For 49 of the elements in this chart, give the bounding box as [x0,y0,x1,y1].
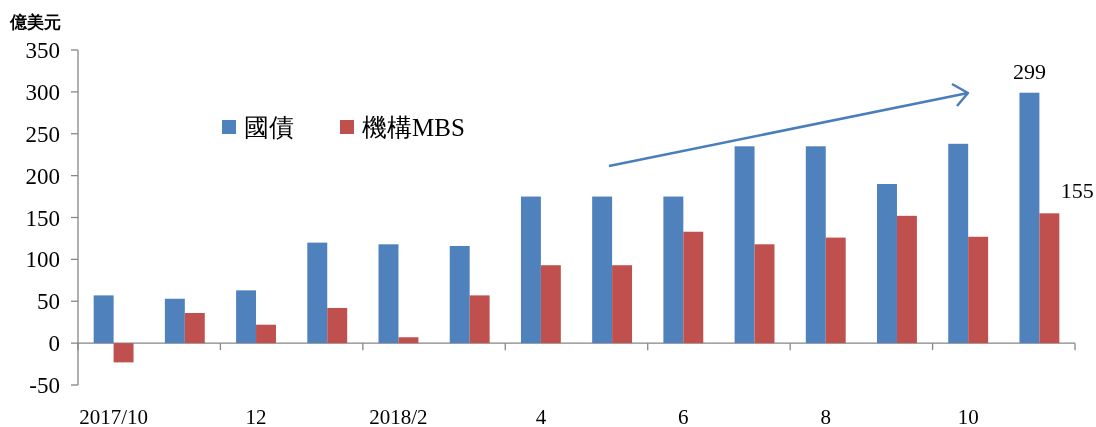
bar [327,307,348,344]
y-tick-label: 350 [25,38,60,63]
bar [663,196,684,344]
bar [184,312,205,344]
bar [612,265,633,344]
bar [825,237,846,344]
y-tick-label: 200 [25,163,60,189]
y-tick-label: 0 [48,331,60,357]
x-tick-label: 6 [678,405,689,427]
bar [540,265,561,344]
bar [398,337,419,344]
y-tick-label: -50 [29,373,60,398]
x-tick-label: 10 [957,405,979,427]
bar [754,244,775,344]
x-tick-label: 12 [245,405,267,427]
data-label: 299 [1012,58,1046,84]
x-tick-label: 2018/2 [369,405,428,427]
bar [1019,92,1040,344]
bar [683,231,704,344]
x-tick-label: 8 [820,405,831,427]
bar [378,244,399,344]
bar [164,298,185,344]
y-axis-title: 億美元 [9,12,61,32]
bar [968,236,989,344]
bar [1039,213,1060,344]
y-tick-label: 100 [25,247,60,273]
x-tick-label: 2017/10 [79,405,149,427]
bar [734,146,755,344]
bar [449,245,470,344]
bar [592,196,613,344]
legend-label: 機構MBS [362,114,465,141]
bar [256,324,276,344]
bar [520,196,541,344]
y-tick-label: 250 [25,121,60,147]
bar [113,343,134,363]
bar [307,242,328,344]
y-tick-label: 50 [37,289,60,315]
bar [805,146,826,344]
y-tick-label: 150 [25,205,60,231]
x-tick-label: 4 [535,405,547,427]
data-label: 155 [1060,178,1094,204]
bar [236,290,257,344]
y-tick-label: 300 [25,79,60,105]
bar [877,184,897,344]
bar [93,295,114,344]
bar [469,295,490,344]
bar [896,215,917,344]
legend-label: 國債 [244,114,294,141]
bar [948,143,969,344]
